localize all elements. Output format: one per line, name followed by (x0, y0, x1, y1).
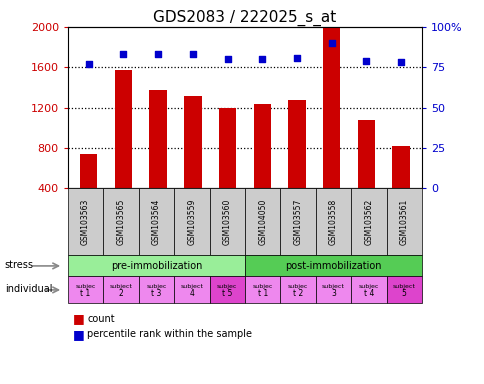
Text: GSM103563: GSM103563 (81, 199, 90, 245)
Point (120, 51, 127, 57)
Title: GDS2083 / 222025_s_at: GDS2083 / 222025_s_at (153, 9, 336, 25)
Point (85, 61, 92, 67)
Text: 2: 2 (119, 289, 123, 298)
Text: ■: ■ (73, 328, 84, 341)
Text: 5: 5 (401, 289, 406, 298)
Text: t 4: t 4 (363, 289, 373, 298)
Point (327, 40, 335, 46)
Text: subjec: subjec (75, 283, 96, 289)
Text: t 5: t 5 (222, 289, 232, 298)
Bar (80, 154, 97, 228)
Text: GSM104050: GSM104050 (257, 199, 267, 245)
Point (362, 58, 369, 64)
Point (292, 55, 300, 61)
Text: count: count (87, 314, 115, 324)
Text: GSM103564: GSM103564 (151, 199, 161, 245)
Text: t 3: t 3 (151, 289, 161, 298)
Text: subjec: subjec (216, 283, 237, 289)
Text: subjec: subjec (146, 283, 166, 289)
Text: subject: subject (321, 283, 344, 289)
Bar (115, 70, 132, 228)
Text: GSM103560: GSM103560 (222, 199, 231, 245)
Bar (287, 101, 305, 228)
Bar (357, 120, 374, 228)
Text: GSM103557: GSM103557 (293, 199, 302, 245)
Text: 3: 3 (330, 289, 335, 298)
Point (189, 51, 197, 57)
Text: GSM103561: GSM103561 (399, 199, 408, 245)
Text: subject: subject (109, 283, 132, 289)
Point (258, 56, 266, 62)
Bar (149, 90, 166, 228)
Text: stress: stress (5, 260, 34, 270)
Bar (322, 28, 340, 228)
Point (223, 56, 231, 62)
Text: GSM103558: GSM103558 (328, 199, 337, 245)
Text: subject: subject (392, 283, 415, 289)
Text: t 2: t 2 (292, 289, 302, 298)
Text: pre-immobilization: pre-immobilization (110, 261, 202, 271)
Bar (184, 96, 201, 228)
Point (396, 59, 404, 65)
Text: t 1: t 1 (80, 289, 91, 298)
Text: subjec: subjec (252, 283, 272, 289)
Text: ■: ■ (73, 312, 84, 325)
Text: subjec: subjec (358, 283, 378, 289)
Bar (253, 104, 271, 228)
Bar (218, 108, 236, 228)
Point (154, 51, 162, 57)
Text: GSM103565: GSM103565 (116, 199, 125, 245)
Text: GSM103562: GSM103562 (363, 199, 373, 245)
Text: subject: subject (180, 283, 203, 289)
Text: subjec: subjec (287, 283, 308, 289)
Text: 4: 4 (189, 289, 194, 298)
Text: percentile rank within the sample: percentile rank within the sample (87, 329, 252, 339)
Text: post-immobilization: post-immobilization (285, 261, 381, 271)
Text: t 1: t 1 (257, 289, 267, 298)
Text: GSM103559: GSM103559 (187, 199, 196, 245)
Bar (392, 146, 409, 228)
Text: individual: individual (5, 284, 52, 294)
